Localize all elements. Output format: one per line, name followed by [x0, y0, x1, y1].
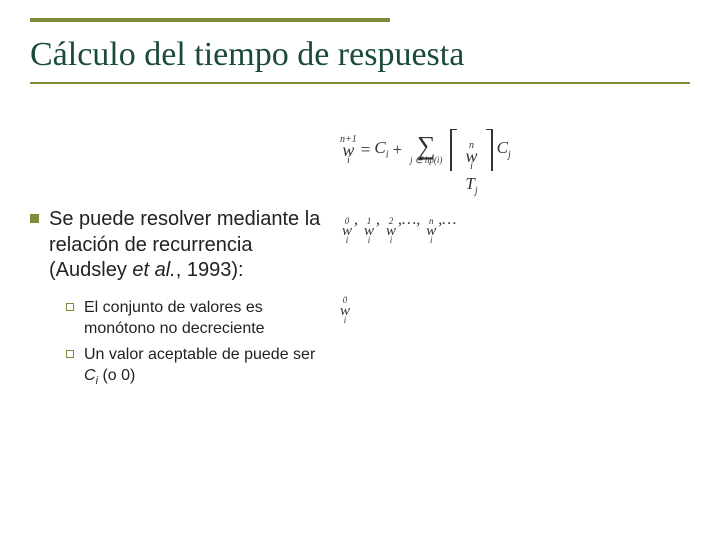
recurrence-formula: n+1 w i = Ci + ∑ j ∈ hp(i) [340, 125, 690, 171]
sub-bullet-item: El conjunto de valores es monótono no de… [66, 298, 330, 340]
formula-sigma: ∑ j ∈ hp(i) [410, 136, 442, 164]
formula-eq: = [361, 140, 371, 160]
page-title: Cálculo del tiempo de respuesta [30, 36, 464, 74]
w0-formula: 0wi [340, 290, 690, 323]
bullet-square-icon [30, 214, 39, 223]
formula-plus: + [392, 140, 402, 160]
sub-bullet-item: Un valor aceptable de puede ser Ci (o 0) [66, 345, 330, 388]
title-underline [30, 82, 690, 84]
content-area: Se puede resolver mediante la relación d… [30, 115, 690, 395]
bullet-text-post: , 1993): [176, 259, 244, 281]
sub2-ci: Ci [84, 367, 98, 384]
formula-lhs: n+1 w i [340, 133, 357, 167]
formula-fraction: n w i Tj [457, 129, 485, 171]
formula-term2: Cj [497, 138, 511, 161]
main-bullet: Se puede resolver mediante la relación d… [30, 207, 330, 284]
formula-term1: Ci [374, 138, 388, 161]
hollow-square-icon [66, 303, 74, 311]
sub-bullet-text-2: Un valor aceptable de puede ser Ci (o 0) [84, 345, 330, 388]
sub2-pre: Un valor aceptable de puede ser [84, 346, 315, 363]
top-accent-bar [30, 18, 390, 22]
hollow-square-icon [66, 350, 74, 358]
sub-bullet-list: El conjunto de valores es monótono no de… [66, 298, 330, 389]
formula-ceiling: n w i Tj [450, 129, 492, 171]
sequence-formula: 0wi, 1wi, 2wi,…, nwi,… [340, 211, 690, 244]
sub2-post: (o 0) [98, 367, 135, 384]
bullet-text-ital: et al. [132, 259, 175, 281]
sub-bullet-text-1: El conjunto de valores es monótono no de… [84, 298, 330, 340]
main-bullet-text: Se puede resolver mediante la relación d… [49, 207, 330, 284]
